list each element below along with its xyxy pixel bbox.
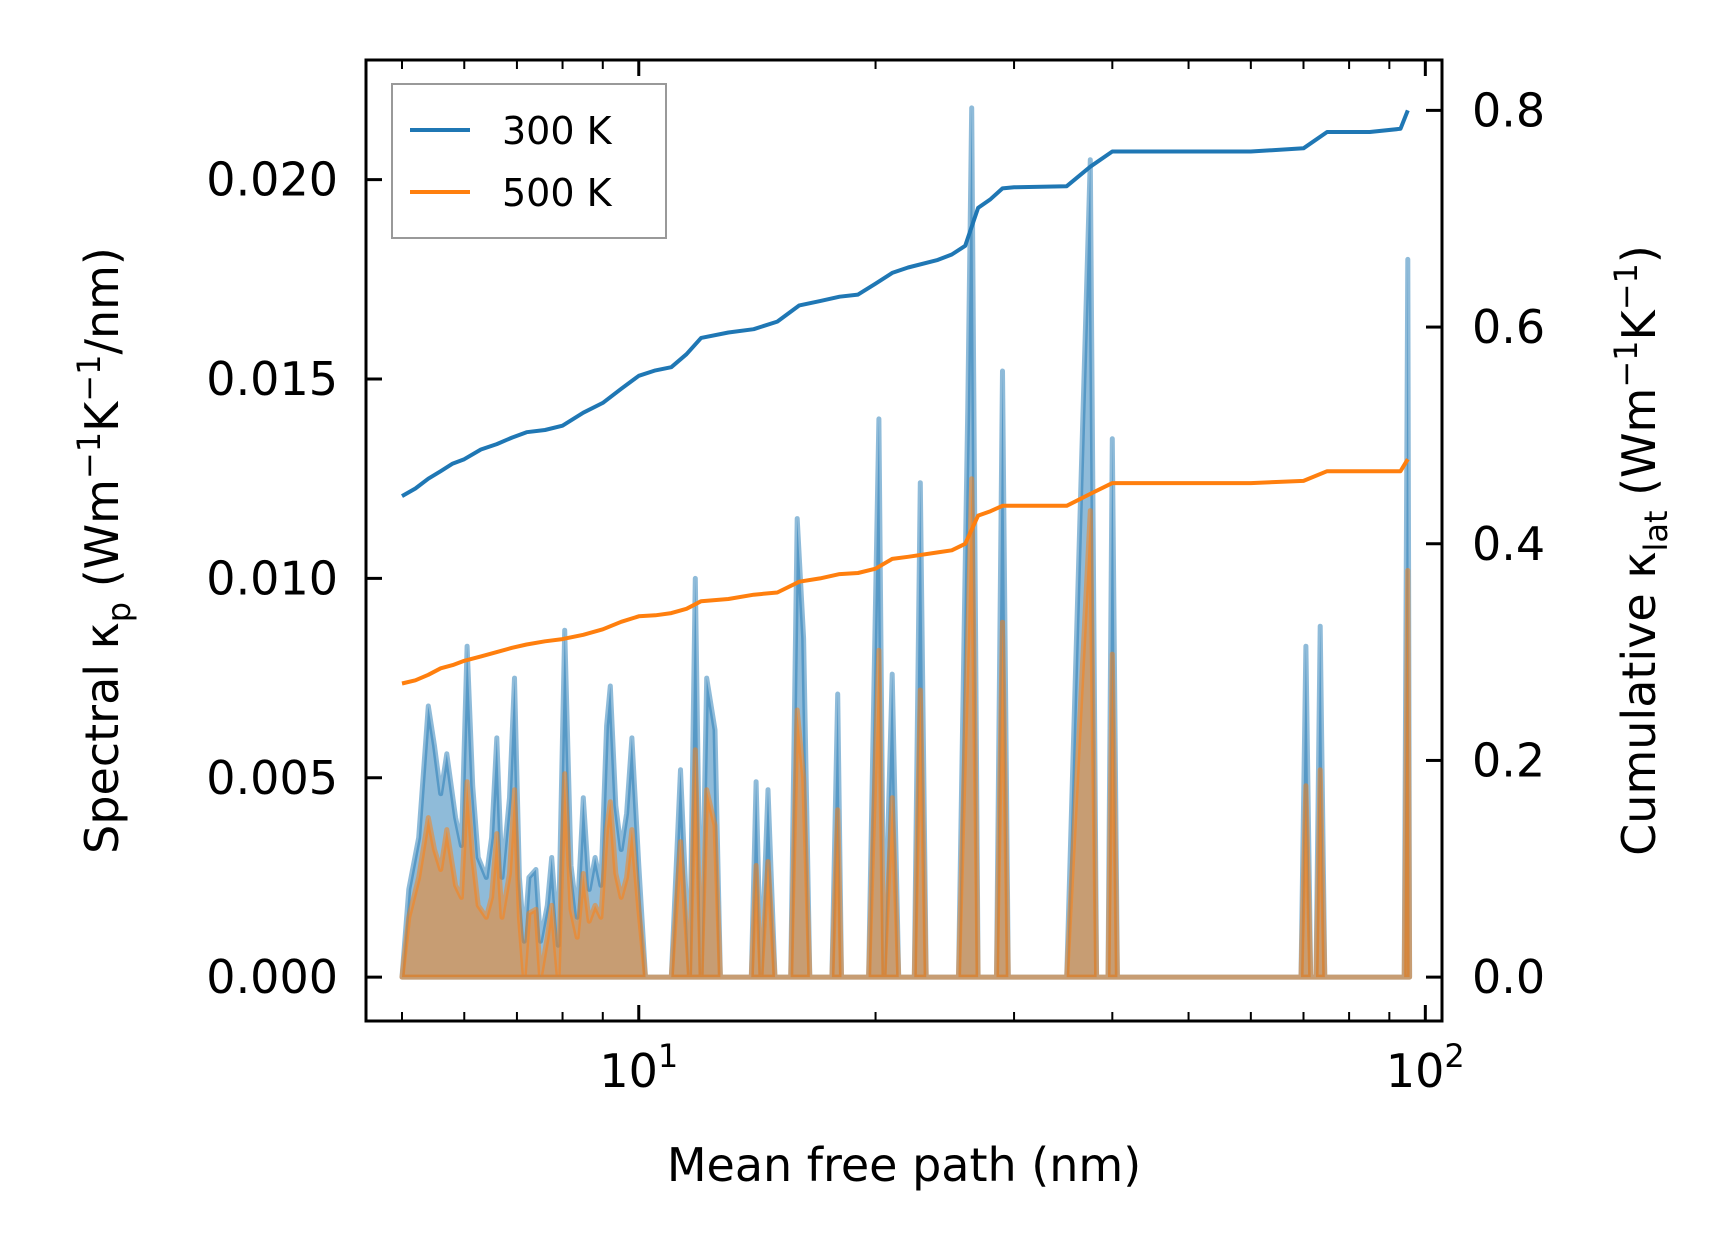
legend-label-300k: 300 K — [502, 109, 613, 153]
legend: 300 K 500 K — [391, 83, 667, 239]
axes-frame — [364, 58, 1444, 1023]
spectral-fill-layer — [399, 105, 1413, 980]
spectral-area-500k — [399, 476, 1413, 980]
y-right-tick-label: 0.4 — [1472, 517, 1545, 571]
legend-label-500k: 500 K — [502, 171, 613, 215]
legend-box — [391, 83, 667, 239]
tick-layer — [366, 60, 1442, 1021]
x-tick-label: 101 — [599, 1037, 678, 1098]
y-right-tick-label: 0.8 — [1472, 83, 1545, 137]
cumulative-line-layer — [401, 109, 1410, 686]
y-left-tick-label: 0.020 — [206, 153, 338, 207]
y-left-tick-label: 0.015 — [206, 352, 338, 406]
y-right-tick-label: 0.0 — [1472, 950, 1545, 1004]
cumulative-line-300k — [401, 109, 1410, 498]
y-right-tick-label: 0.2 — [1472, 733, 1545, 787]
cumulative-line-500k — [401, 458, 1410, 686]
y-left-tick-label: 0.000 — [206, 950, 338, 1004]
x-axis-label: Mean free path (nm) — [667, 1138, 1141, 1192]
y-left-tick-label: 0.005 — [206, 751, 338, 805]
y-right-tick-label: 0.6 — [1472, 300, 1545, 354]
y-left-axis-label: Spectral κp (Wm−1K−1/nm) — [70, 247, 138, 854]
label-layer: 101 102 0.000 0.005 0.010 0.015 0.020 0.0 0.2 0.4… — [70, 83, 1675, 1192]
x-tick-label: 102 — [1386, 1037, 1465, 1098]
y-right-axis-label: Cumulative κlat (Wm−1K−1) — [1607, 245, 1675, 856]
y-left-tick-label: 0.010 — [206, 551, 338, 605]
